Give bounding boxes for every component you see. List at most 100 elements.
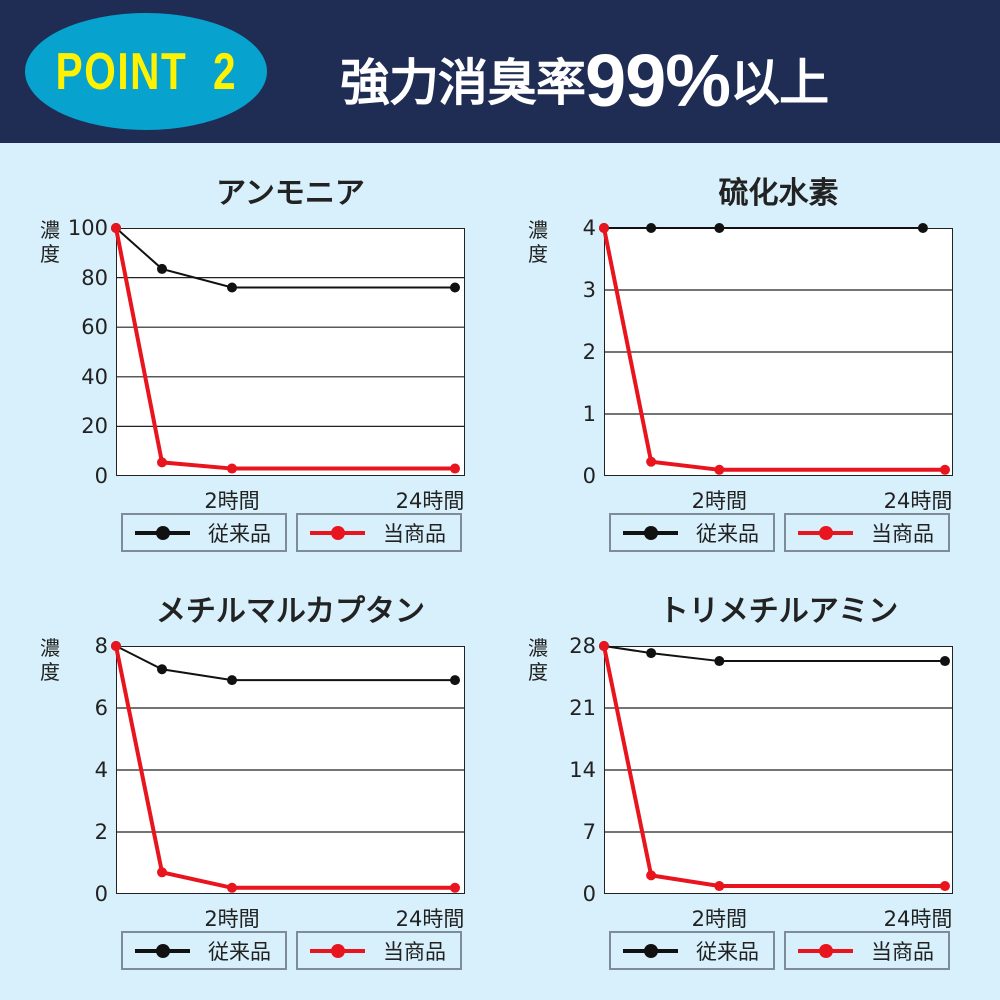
x-tick-label: 2時間: [691, 489, 748, 513]
legend-item: 従来品: [121, 513, 287, 552]
y-axis-label: 濃度: [40, 218, 60, 266]
data-point: [450, 463, 460, 474]
chart-title: メチルマルカプタン: [155, 594, 426, 629]
data-point: [714, 464, 725, 475]
legend-label: 従来品: [208, 521, 271, 546]
series-line-ours: [114, 645, 455, 890]
chart-panel: トリメチルアミン 濃度 0 7 14 21 28 2時間 24時間 従来品 当商品: [488, 558, 976, 978]
chart-panel: メチルマルカプタン 濃度 0 2 4 6 8 2時間 24時間従来品 当商品: [0, 558, 488, 978]
y-axis-label: 濃度: [40, 636, 60, 684]
data-point: [227, 463, 237, 474]
data-point: [917, 223, 928, 233]
legend-swatch: [135, 525, 190, 540]
legend-item: 当商品: [784, 513, 950, 552]
series-line-ours: [114, 227, 455, 471]
x-tick-label: 24時間: [395, 489, 465, 513]
legend-label: 従来品: [696, 521, 759, 546]
x-tick-label: 24時間: [395, 907, 465, 931]
y-tick-label: 2: [94, 820, 108, 844]
legend-label: 当商品: [871, 521, 934, 546]
legend-swatch: [798, 943, 853, 958]
y-tick-label: 0: [582, 882, 596, 906]
legend-label: 当商品: [871, 939, 934, 964]
headline-suffix: 以上: [730, 54, 829, 112]
y-tick-label: 60: [81, 315, 108, 340]
chart-title: 硫化水素: [718, 176, 839, 211]
legend-label: 従来品: [208, 939, 271, 964]
point-badge: POINT 2: [25, 13, 267, 130]
legend-swatch: [798, 525, 853, 540]
plot-area: [116, 228, 465, 476]
data-point: [939, 656, 950, 667]
y-tick-label: 40: [81, 364, 108, 389]
x-tick-label: 2時間: [204, 907, 260, 931]
legend-swatch: [135, 943, 190, 958]
data-point: [646, 648, 657, 659]
y-tick-label: 7: [582, 820, 596, 844]
legend-label: 当商品: [383, 939, 446, 964]
data-point: [157, 263, 167, 274]
data-point: [227, 882, 237, 893]
data-point: [227, 675, 237, 686]
y-tick-label: 4: [94, 758, 108, 782]
y-tick-label: 0: [582, 464, 596, 488]
chart-title: アンモニア: [216, 176, 365, 211]
x-tick-label: 24時間: [883, 489, 953, 513]
legend-item: 従来品: [121, 931, 287, 970]
data-point: [599, 641, 609, 651]
line-chart: [599, 641, 953, 892]
y-tick-label: 28: [569, 634, 596, 658]
legend-item: 当商品: [296, 931, 462, 970]
line-chart: [111, 223, 465, 474]
legend-swatch: [310, 943, 365, 958]
data-point: [111, 223, 121, 233]
data-point: [450, 675, 460, 686]
y-tick-label: 6: [94, 696, 108, 720]
y-tick-label: 0: [94, 882, 108, 906]
data-point: [157, 867, 167, 878]
legend-label: 従来品: [696, 939, 759, 964]
y-tick-label: 4: [582, 216, 596, 240]
legend-item: 従来品: [609, 931, 775, 970]
data-point: [157, 457, 167, 468]
y-tick-label: 1: [582, 402, 596, 426]
y-tick-label: 8: [94, 634, 108, 658]
legend-item: 当商品: [784, 931, 950, 970]
chart-panel: 硫化水素 濃度 0 1 2 3 4 2時間 24時間 従来品 当商品: [488, 140, 976, 560]
legend-swatch: [310, 525, 365, 540]
header-banner: POINT 2 強力消臭率99%以上: [0, 0, 1000, 143]
data-point: [714, 223, 725, 233]
series-line-conventional: [603, 645, 945, 663]
y-axis-label: 濃度: [528, 636, 548, 684]
data-point: [646, 223, 657, 233]
x-tick-label: 24時間: [883, 907, 953, 931]
y-tick-label: 80: [81, 265, 108, 290]
y-tick-label: 2: [582, 340, 596, 364]
legend-label: 当商品: [383, 521, 446, 546]
data-point: [939, 881, 950, 892]
y-tick-label: 3: [582, 278, 596, 302]
data-point: [646, 870, 657, 881]
series-line-ours: [602, 645, 945, 889]
series-line-conventional: [115, 645, 455, 682]
badge-text: POINT 2: [55, 42, 237, 101]
x-tick-label: 2時間: [691, 907, 748, 931]
data-point: [450, 882, 460, 893]
headline-prefix: 強力消臭率: [340, 54, 586, 112]
legend-item: 従来品: [609, 513, 775, 552]
data-point: [111, 641, 121, 651]
legend-swatch: [623, 943, 678, 958]
headline: 強力消臭率99%以上: [340, 38, 829, 123]
y-tick-label: 21: [569, 696, 596, 720]
chart-panel: アンモニア 濃度 0 20 40 60 80 100 2時間 24時間 従来品 当商品: [0, 140, 488, 560]
y-tick-label: 20: [81, 414, 108, 439]
y-tick-label: 100: [67, 216, 108, 240]
data-point: [939, 464, 950, 475]
data-point: [714, 881, 725, 892]
data-point: [714, 656, 725, 667]
legend-swatch: [623, 525, 678, 540]
data-point: [157, 664, 167, 675]
series-line-ours: [602, 227, 945, 472]
data-point: [450, 282, 460, 293]
chart-title: トリメチルアミン: [658, 594, 899, 629]
